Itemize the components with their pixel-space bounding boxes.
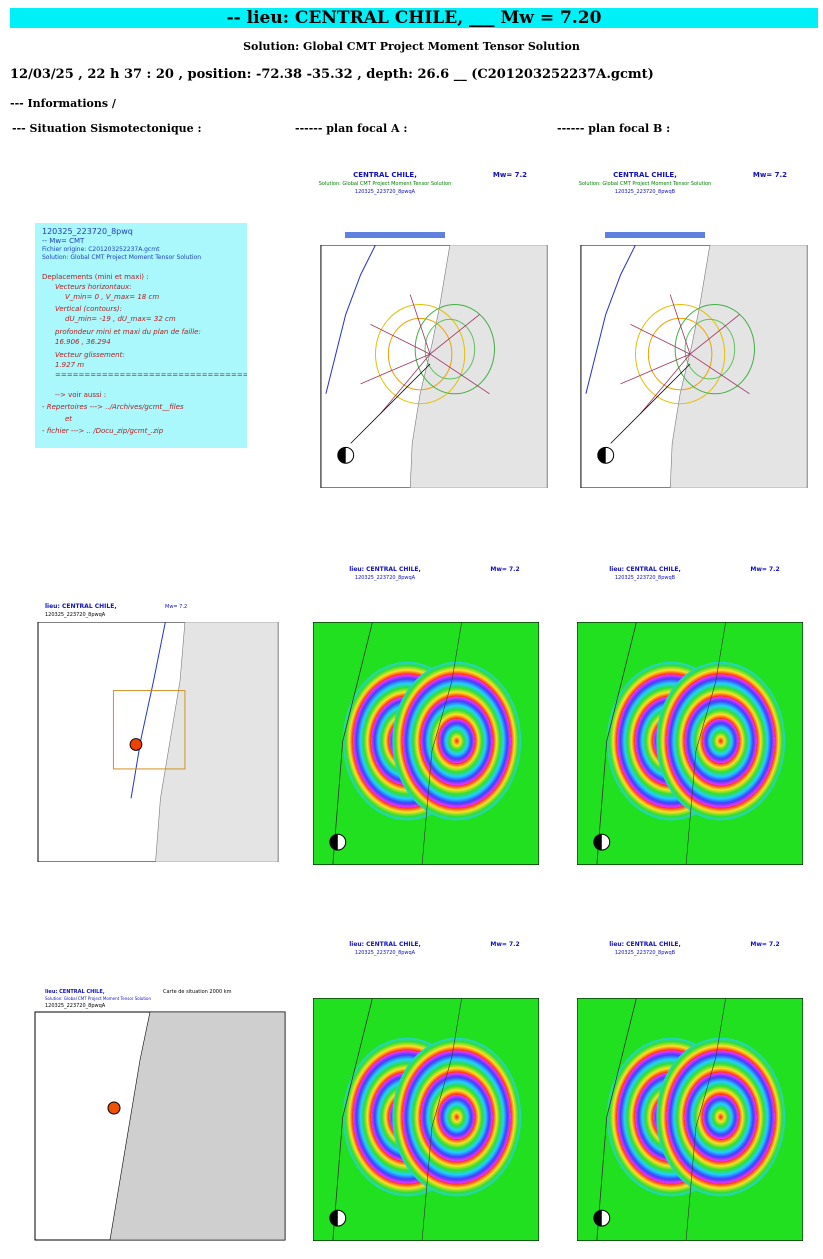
panel-id: 120325_223720_8pwqA [355, 575, 416, 581]
panel-id: 120325_223720_8pwqA [45, 1003, 106, 1009]
interferogram [577, 998, 803, 1241]
interferogram [577, 622, 803, 865]
subtitle: Solution: Global CMT Project Moment Tens… [243, 40, 580, 53]
focal-panel-b: CENTRAL CHILE, Solution: Global CMT Proj… [579, 171, 808, 488]
info-line: - fichier ---> .. /Docu_zip/gcmt_.zip [42, 427, 164, 435]
panel-solution: Solution: Global CMT Project Moment Tens… [319, 181, 452, 187]
column-heading: ------ plan focal B : [557, 122, 671, 135]
map-title: Carte de situation 2000 km [163, 989, 232, 995]
large-map: lieu: CENTRAL CHILE, Solution: Global CM… [34, 989, 286, 1241]
panel-place: lieu: CENTRAL CHILE, [45, 603, 117, 610]
deformation-map [580, 245, 808, 488]
info-line: profondeur mini et maxi du plan de faill… [55, 328, 201, 336]
interferogram [313, 622, 539, 865]
page-title: -- lieu: CENTRAL CHILE, ___ Mw = 7.20 [10, 8, 818, 28]
tectonic-map [37, 622, 279, 862]
column-heading: ------ plan focal A : [295, 122, 408, 135]
column-heading: --- Situation Sismotectonique : [12, 122, 202, 135]
panel-mw: Mw= 7.2 [750, 566, 779, 573]
info-line: Vecteurs horizontaux: [55, 283, 132, 291]
panel-id: 120325_223720_8pwqA [45, 612, 106, 618]
panel-id: 120325_223720_8pwqB [615, 189, 676, 195]
panel-id: 120325_223720_8pwqB [615, 950, 676, 956]
panel-mw: Mw= 7.2 [753, 171, 787, 179]
info-line: 16.906 , 36.294 [55, 338, 111, 346]
color-scale [605, 232, 705, 238]
info-line: --> voir aussi : [55, 391, 107, 399]
info-line: Vertical (contours): [55, 305, 122, 313]
panel-mw: Mw= 7.2 [490, 941, 519, 948]
panel-place: lieu: CENTRAL CHILE, [609, 566, 681, 573]
interferogram-a: lieu: CENTRAL CHILE, 120325_223720_8pwqA… [313, 566, 539, 865]
deformation-map [320, 245, 548, 488]
info-box: 120325_223720_8pwq -- Mw= CMT Fichier or… [35, 223, 247, 448]
info-line: 120325_223720_8pwq [42, 227, 133, 236]
panel-place: CENTRAL CHILE, [353, 171, 417, 179]
panel-place: lieu: CENTRAL CHILE, [349, 941, 421, 948]
panel-place: lieu: CENTRAL CHILE, [45, 989, 105, 995]
panel-place: lieu: CENTRAL CHILE, [349, 566, 421, 573]
info-line: Deplacements (mini et maxi) : [42, 273, 149, 281]
panel-solution: Solution: Global CMT Project Moment Tens… [579, 181, 712, 187]
info-line: 1.927 m [55, 361, 85, 369]
situation-map: lieu: CENTRAL CHILE, 120325_223720_8pwqA… [37, 603, 279, 862]
focal-panel-a: CENTRAL CHILE, Solution: Global CMT Proj… [319, 171, 548, 488]
panel-place: lieu: CENTRAL CHILE, [609, 941, 681, 948]
panel-mw: Mw= 7.2 [490, 566, 519, 573]
panel-solution: Solution: Global CMT Project Moment Tens… [45, 996, 151, 1001]
info-line: ========================================… [55, 371, 247, 379]
info-line: Solution: Global CMT Project Moment Tens… [42, 254, 201, 261]
interferogram-a2: lieu: CENTRAL CHILE, 120325_223720_8pwqA… [313, 941, 539, 1241]
info-line: - Repertoires ---> ../Archives/gcmt__fil… [42, 403, 184, 411]
info-line: -- Mw= CMT [42, 237, 85, 245]
event-line: 12/03/25 , 22 h 37 : 20 , position: -72.… [10, 67, 654, 82]
color-scale [345, 232, 445, 238]
panel-id: 120325_223720_8pwqA [355, 950, 416, 956]
panel-mw: Mw= 7.2 [493, 171, 527, 179]
info-line: V_min= 0 , V_max= 18 cm [65, 293, 160, 301]
info-line: Fichier origine: C201203252237A.gcmt [42, 246, 160, 253]
interferogram-b: lieu: CENTRAL CHILE, 120325_223720_8pwqB… [577, 566, 803, 865]
panel-place: CENTRAL CHILE, [613, 171, 677, 179]
info-line: et [65, 415, 73, 423]
interferogram [313, 998, 539, 1241]
info-line: dU_min= -19 , dU_max= 32 cm [65, 315, 176, 323]
info-line: Vecteur glissement: [55, 351, 125, 359]
panel-id: 120325_223720_8pwqB [615, 575, 676, 581]
panel-mw: Mw= 7.2 [165, 604, 187, 610]
informations-heading: --- Informations / [10, 97, 116, 110]
panel-mw: Mw= 7.2 [750, 941, 779, 948]
panel-id: 120325_223720_8pwqA [355, 189, 416, 195]
interferogram-b2: lieu: CENTRAL CHILE, 120325_223720_8pwqB… [577, 941, 803, 1241]
